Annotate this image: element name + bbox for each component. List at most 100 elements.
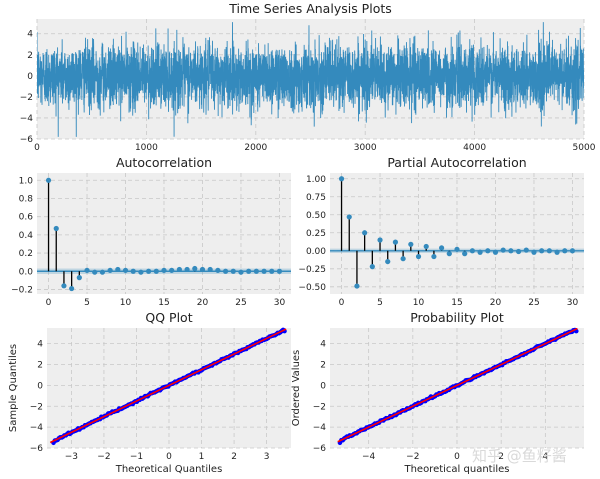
stem-marker-15	[454, 246, 460, 252]
y-tick-label: 0.00	[306, 247, 326, 257]
stem-marker-22	[508, 248, 514, 254]
stem-marker-8	[107, 267, 113, 273]
x-tick-label: 10	[413, 298, 425, 308]
stem-marker-7	[99, 269, 106, 275]
y-tick-label: 4	[37, 340, 43, 350]
stem-marker-18	[477, 249, 483, 255]
x-tick-label: 15	[451, 298, 462, 308]
x-tick-label: 15	[158, 298, 169, 308]
time-series-panel: 0 1000 2000 3000 4000 5000 −6 −4 −2 0 2 4 Time Serie…	[20, 1, 596, 153]
stem-marker-3	[69, 285, 75, 292]
stem-marker-19	[485, 248, 491, 254]
y-tick-label: −0.2	[11, 285, 33, 295]
y-tick-label: −4	[313, 423, 327, 433]
stem-marker-13	[146, 268, 152, 274]
fit-line	[49, 328, 287, 444]
y-axis-label: Sample Quantiles	[8, 344, 19, 432]
x-tick-label: 1000	[135, 143, 158, 153]
x-tick-label: 0	[46, 298, 52, 308]
stem-marker-23	[515, 248, 522, 255]
chart-title: Time Series Analysis Plots	[228, 1, 392, 16]
x-tick-label: 5000	[573, 143, 596, 153]
y-tick-label: 0.25	[306, 229, 326, 239]
y-tick-label: 0.2	[19, 249, 33, 259]
x-tick-label: 2	[498, 452, 504, 462]
chart-title: Probability Plot	[410, 310, 504, 325]
y-tick-label: 1.0	[19, 176, 34, 186]
x-tick-label: 25	[235, 298, 246, 308]
x-tick-label: 10	[120, 298, 132, 308]
x-tick-label: 0	[339, 298, 345, 308]
stem-marker-27	[546, 248, 552, 254]
stem-marker-1	[346, 214, 352, 220]
y-tick-label: −2	[30, 402, 43, 412]
stem-marker-12	[431, 253, 437, 260]
stem-marker-11	[130, 268, 136, 274]
x-tick-label: 0	[454, 452, 460, 462]
x-tick-label: 30	[274, 298, 286, 308]
tick-labels: −3 −2 −1 0 1 2 3 −6 −4 −2 0 2 4	[30, 340, 270, 462]
stem-marker-23	[222, 268, 229, 274]
stem-marker-21	[500, 247, 506, 253]
chart-title: Partial Autocorrelation	[387, 155, 526, 170]
stem-marker-0	[338, 176, 345, 182]
stem-marker-25	[238, 269, 244, 275]
y-tick-label: 0.50	[306, 211, 326, 221]
stem-marker-5	[84, 267, 90, 273]
tick-labels: −4 −2 0 2 4 −6 −4 −2 0 2 4	[313, 340, 549, 462]
tick-labels: 0 5 10 15 20 25 30 −0.2 0.0 0.2 0.4 0.6 0.8 1.0	[11, 176, 285, 308]
plot-area	[37, 173, 291, 294]
y-tick-label: 4	[320, 340, 326, 350]
y-tick-label: 2	[37, 361, 43, 371]
x-tick-label: 20	[490, 298, 502, 308]
chart-title: QQ Plot	[145, 310, 192, 325]
y-tick-label: −0.50	[298, 283, 326, 293]
y-tick-label: 0.8	[19, 194, 34, 204]
stem-marker-8	[400, 256, 406, 262]
chart-title: Autocorrelation	[116, 155, 212, 170]
x-tick-label: −3	[65, 452, 78, 462]
y-tick-label: −2	[313, 402, 326, 412]
plot-area	[330, 173, 584, 294]
stem-marker-29	[562, 248, 568, 254]
autocorrelation-panel: 0 5 10 15 20 25 30 −0.2 0.0 0.2 0.4 0.6 0.8 1.0 Autoco…	[11, 155, 291, 308]
x-axis-label: Theoretical quantiles	[403, 464, 509, 475]
y-tick-label: 2	[320, 361, 326, 371]
stem-marker-22	[215, 267, 221, 273]
stem-marker-25	[531, 249, 537, 255]
stem-marker-4	[369, 264, 375, 270]
x-tick-label: 0	[34, 143, 40, 153]
x-tick-label: −2	[406, 452, 419, 462]
y-tick-label: 0	[320, 381, 326, 391]
stem-marker-6	[92, 269, 98, 275]
x-axis-label: Theoretical Quantiles	[115, 464, 223, 475]
stem-marker-26	[539, 248, 545, 254]
stem-marker-17	[176, 266, 182, 273]
stem-marker-13	[439, 245, 445, 251]
x-tick-label: 3000	[354, 143, 377, 153]
y-tick-label: −2	[20, 93, 33, 103]
y-tick-label: −6	[30, 444, 44, 454]
stem-marker-24	[523, 247, 529, 253]
x-tick-label: −4	[362, 452, 376, 462]
series-line	[37, 22, 584, 137]
stem-marker-2	[61, 283, 67, 289]
y-tick-label: 1.00	[306, 175, 326, 185]
stem-marker-2	[354, 283, 360, 289]
x-tick-label: 20	[197, 298, 209, 308]
stem-marker-0	[45, 177, 52, 183]
x-tick-label: 4000	[463, 143, 486, 153]
x-tick-label: 2	[231, 452, 237, 462]
y-tick-label: 0.4	[19, 231, 34, 241]
y-tick-label: 0	[27, 72, 33, 82]
x-tick-label: 1	[199, 452, 205, 462]
tick-labels: 0 5 10 15 20 25 30 −0.50 −0.25 0.00 0.25 0.50 0.75 1.…	[298, 175, 578, 308]
stem-marker-20	[492, 249, 499, 255]
stem-marker-16	[169, 267, 175, 273]
y-tick-label: −0.25	[298, 265, 326, 275]
x-tick-label: 5	[377, 298, 383, 308]
gridlines	[47, 328, 291, 449]
stem-marker-30	[276, 268, 283, 274]
